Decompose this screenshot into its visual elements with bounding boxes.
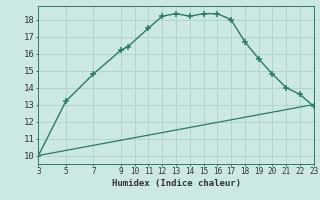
X-axis label: Humidex (Indice chaleur): Humidex (Indice chaleur) — [111, 179, 241, 188]
